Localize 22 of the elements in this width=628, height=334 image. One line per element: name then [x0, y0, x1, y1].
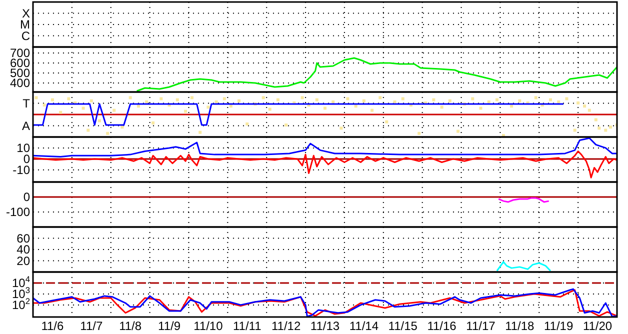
y-tick-label: -100: [6, 205, 30, 220]
x-tick-label: 11/13: [310, 319, 340, 333]
x-tick-label: 11/18: [505, 319, 535, 333]
x-tick-label: 11/7: [80, 319, 103, 333]
text: T: [22, 96, 31, 110]
y-tick-label: 60: [16, 231, 30, 246]
text: A: [22, 118, 30, 133]
x-tick-label: 11/19: [544, 319, 574, 333]
x-tick-label: 11/15: [388, 319, 418, 333]
x-tick-label: 11/10: [194, 319, 224, 333]
x-tick-label: 11/17: [466, 319, 496, 333]
x-tick-label: 11/8: [119, 319, 142, 333]
y-tick-label: 400: [10, 76, 30, 90]
x-tick-label: 11/6: [41, 319, 64, 333]
x-tick-label: 11/11: [233, 319, 262, 333]
x-tick-label: 11/16: [427, 319, 457, 333]
x-tick-label: 11/14: [349, 319, 379, 333]
x-tick-label: 11/9: [158, 319, 181, 333]
text: X: [22, 6, 30, 20]
y-tick-label: 0: [23, 190, 30, 204]
x-tick-label: 11/20: [582, 319, 612, 333]
x-tick-label: 11/12: [271, 319, 301, 333]
